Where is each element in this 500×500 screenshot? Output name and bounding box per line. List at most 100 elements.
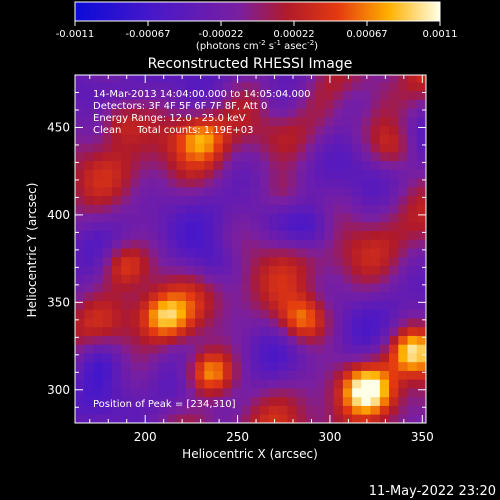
colorbar bbox=[74, 1, 441, 22]
heatmap-cell bbox=[195, 75, 205, 83]
heatmap-cell bbox=[268, 414, 279, 424]
heatmap-cell bbox=[232, 300, 242, 310]
heatmap-cell bbox=[342, 99, 353, 109]
heatmap-cell bbox=[241, 186, 251, 197]
heatmap-cell bbox=[121, 81, 131, 92]
heatmap-cell bbox=[407, 274, 418, 284]
heatmap-cell bbox=[416, 405, 427, 415]
heatmap-cell bbox=[93, 99, 104, 109]
heatmap-cell bbox=[416, 221, 427, 232]
heatmap-cell bbox=[278, 379, 288, 389]
heatmap-cell bbox=[130, 204, 141, 214]
heatmap-cell bbox=[139, 221, 150, 232]
heatmap-cell bbox=[222, 335, 233, 345]
heatmap-cell bbox=[389, 160, 399, 170]
heatmap-cell bbox=[158, 221, 168, 232]
heatmap-cell bbox=[102, 195, 113, 205]
heatmap-cell bbox=[75, 291, 85, 301]
heatmap-cell bbox=[416, 291, 427, 301]
heatmap-cell bbox=[259, 396, 270, 406]
heatmap-cell bbox=[176, 204, 187, 214]
heatmap-cell bbox=[333, 125, 344, 135]
heatmap-cell bbox=[379, 414, 390, 424]
heatmap-cell bbox=[370, 221, 381, 232]
heatmap-cell bbox=[222, 248, 233, 258]
heatmap-cell bbox=[102, 90, 113, 100]
heatmap-cell bbox=[232, 178, 242, 188]
heatmap-cell bbox=[213, 239, 224, 249]
heatmap-cell bbox=[102, 361, 113, 371]
heatmap-cell bbox=[93, 75, 104, 83]
heatmap-cell bbox=[370, 405, 381, 415]
heatmap-cell bbox=[121, 318, 131, 328]
heatmap-cell bbox=[389, 134, 399, 144]
heatmap-cell bbox=[296, 256, 307, 267]
heatmap-cell bbox=[102, 125, 113, 135]
heatmap-cell bbox=[102, 213, 113, 223]
heatmap-cell bbox=[213, 291, 224, 301]
heatmap-cell bbox=[333, 353, 344, 363]
heatmap-cell bbox=[195, 335, 205, 345]
heatmap-cell bbox=[84, 143, 94, 153]
heatmap-cell bbox=[407, 230, 418, 240]
heatmap-cell bbox=[176, 291, 187, 301]
heatmap-cell bbox=[139, 116, 150, 127]
heatmap-cell bbox=[204, 265, 214, 275]
heatmap-cell bbox=[305, 379, 316, 389]
heatmap-cell bbox=[342, 370, 353, 380]
heatmap-cell bbox=[111, 309, 122, 319]
heatmap-cell bbox=[102, 256, 113, 267]
heatmap-cell bbox=[342, 178, 353, 188]
heatmap-cell bbox=[389, 186, 399, 197]
heatmap-cell bbox=[121, 221, 131, 232]
heatmap-cell bbox=[195, 151, 205, 162]
heatmap-cell bbox=[370, 248, 381, 258]
heatmap-cell bbox=[158, 213, 168, 223]
heatmap-cell bbox=[407, 353, 418, 363]
heatmap-cell bbox=[361, 300, 371, 310]
heatmap-cell bbox=[333, 204, 344, 214]
heatmap-cell bbox=[296, 81, 307, 92]
heatmap-cell bbox=[370, 116, 381, 127]
heatmap-cell bbox=[232, 265, 242, 275]
heatmap-cell bbox=[241, 283, 251, 293]
heatmap-cell bbox=[185, 195, 196, 205]
heatmap-cell bbox=[416, 213, 427, 223]
heatmap-cell bbox=[176, 125, 187, 135]
heatmap-cell bbox=[204, 396, 214, 406]
heatmap-cell bbox=[398, 186, 408, 197]
heatmap-cell bbox=[259, 108, 270, 118]
heatmap-cell bbox=[268, 370, 279, 380]
heatmap-cell bbox=[278, 186, 288, 197]
heatmap-cell bbox=[416, 160, 427, 170]
heatmap-cell bbox=[379, 151, 390, 162]
heatmap-cell bbox=[176, 116, 187, 127]
heatmap-cell bbox=[222, 143, 233, 153]
heatmap-cell bbox=[342, 318, 353, 328]
heatmap-cell bbox=[342, 81, 353, 92]
heatmap-cell bbox=[232, 414, 242, 424]
heatmap-cell bbox=[185, 326, 196, 336]
heatmap-cell bbox=[389, 239, 399, 249]
heatmap-cell bbox=[416, 388, 427, 398]
heatmap-cell bbox=[130, 134, 141, 144]
heatmap-cell bbox=[352, 151, 362, 162]
heatmap-cell bbox=[250, 326, 261, 336]
heatmap-cell bbox=[84, 283, 94, 293]
heatmap-cell bbox=[185, 300, 196, 310]
heatmap-cell bbox=[389, 326, 399, 336]
heatmap-cell bbox=[389, 318, 399, 328]
heatmap-cell bbox=[305, 81, 316, 92]
heatmap-cell bbox=[84, 178, 94, 188]
heatmap-cell bbox=[139, 134, 150, 144]
heatmap-cell bbox=[407, 388, 418, 398]
heatmap-cell bbox=[222, 274, 233, 284]
heatmap-cell bbox=[204, 99, 214, 109]
heatmap-cell bbox=[278, 195, 288, 205]
heatmap-cell bbox=[213, 379, 224, 389]
heatmap-cell bbox=[278, 335, 288, 345]
heatmap-cell bbox=[352, 309, 362, 319]
heatmap-cell bbox=[287, 396, 298, 406]
heatmap-cell bbox=[84, 326, 94, 336]
heatmap-cell bbox=[139, 160, 150, 170]
